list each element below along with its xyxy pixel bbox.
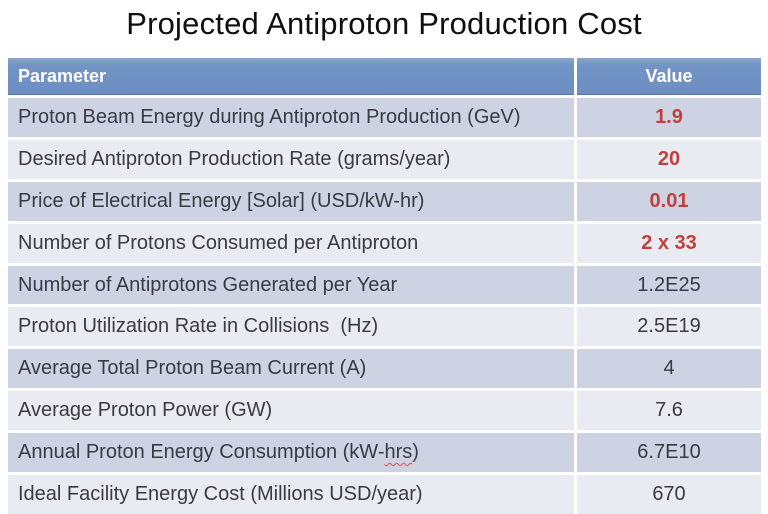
value-cell: 1.2E25 bbox=[577, 265, 761, 305]
table-row: Ideal Facility Energy Cost (Millions USD… bbox=[8, 475, 761, 514]
table-row: Number of Antiprotons Generated per Year… bbox=[8, 265, 761, 305]
parameter-cell: Desired Antiproton Production Rate (gram… bbox=[8, 139, 574, 179]
value-cell: 0.01 bbox=[577, 181, 761, 221]
value-cell: 2.5E19 bbox=[577, 307, 761, 347]
value-cell: 1.9 bbox=[577, 98, 761, 137]
table-row: Proton Beam Energy during Antiproton Pro… bbox=[8, 98, 761, 137]
table-row: Price of Electrical Energy [Solar] (USD/… bbox=[8, 181, 761, 221]
page-title: Projected Antiproton Production Cost bbox=[126, 6, 642, 41]
parameter-cell: Average Total Proton Beam Current (A) bbox=[8, 349, 574, 389]
parameter-cell: Number of Protons Consumed per Antiproto… bbox=[8, 223, 574, 263]
parameter-cell: Annual Proton Energy Consumption (kW-hrs… bbox=[8, 433, 574, 473]
table-row: Proton Utilization Rate in Collisions (H… bbox=[8, 307, 761, 347]
value-cell: 6.7E10 bbox=[577, 433, 761, 473]
spellcheck-underlined-word: hrs bbox=[384, 441, 413, 464]
parameter-cell: Proton Utilization Rate in Collisions (H… bbox=[8, 307, 574, 347]
parameter-cell: Proton Beam Energy during Antiproton Pro… bbox=[8, 98, 574, 137]
parameter-cell: Number of Antiprotons Generated per Year bbox=[8, 265, 574, 305]
table-row: Desired Antiproton Production Rate (gram… bbox=[8, 139, 761, 179]
value-cell: 7.6 bbox=[577, 391, 761, 431]
value-cell: 2 x 33 bbox=[577, 223, 761, 263]
value-cell: 20 bbox=[577, 139, 761, 179]
parameter-cell: Ideal Facility Energy Cost (Millions USD… bbox=[8, 475, 574, 514]
parameter-cell: Average Proton Power (GW) bbox=[8, 391, 574, 431]
table-body: Proton Beam Energy during Antiproton Pro… bbox=[8, 98, 761, 514]
column-header-parameter: Parameter bbox=[8, 58, 574, 95]
value-cell: 4 bbox=[577, 349, 761, 389]
value-cell: 670 bbox=[577, 475, 761, 514]
column-header-value: Value bbox=[577, 58, 761, 95]
table-header-row: Parameter Value bbox=[8, 58, 761, 95]
parameter-cell: Price of Electrical Energy [Solar] (USD/… bbox=[8, 181, 574, 221]
table-row: Average Total Proton Beam Current (A) 4 bbox=[8, 349, 761, 389]
parameters-table: Parameter Value Proton Beam Energy durin… bbox=[8, 58, 761, 514]
table-row: Average Proton Power (GW) 7.6 bbox=[8, 391, 761, 431]
table-row: Annual Proton Energy Consumption (kW-hrs… bbox=[8, 433, 761, 473]
table-row: Number of Protons Consumed per Antiproto… bbox=[8, 223, 761, 263]
